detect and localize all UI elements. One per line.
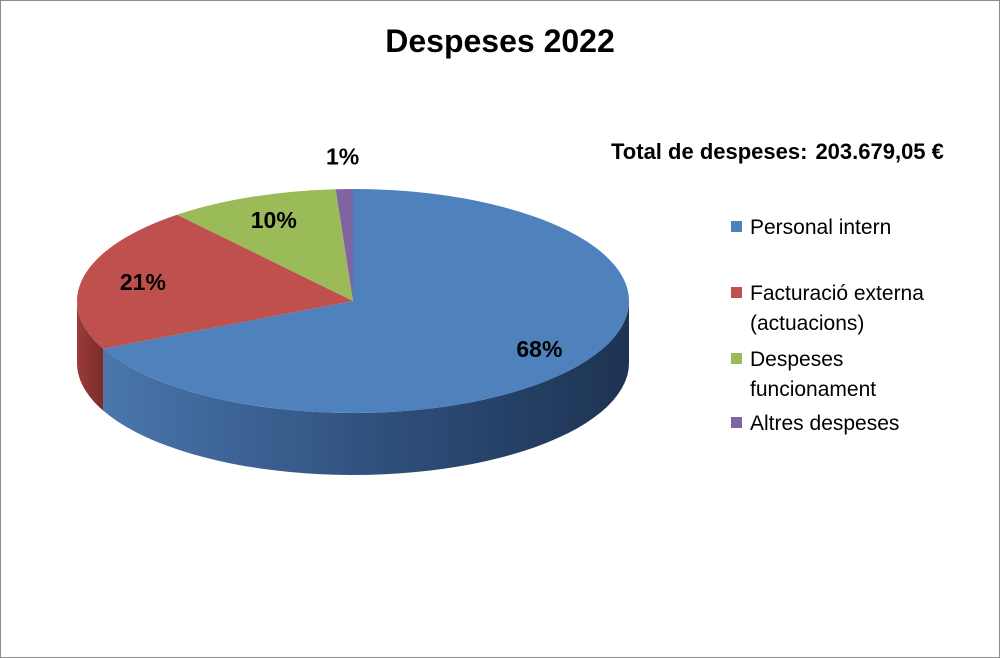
- pie-top-faces: [77, 188, 630, 414]
- legend-label: Altres despeses: [750, 412, 900, 435]
- pie-slice-despeses-funcionament: [177, 189, 353, 301]
- legend-item-despeses-funcionament: Despeses funcionament: [731, 345, 930, 405]
- pie-slice-personal-intern: [103, 189, 630, 414]
- data-label-despeses-funcionament: 10%: [251, 207, 297, 233]
- data-label-altres-despeses: 1%: [326, 144, 359, 170]
- legend-label: Facturació externa (actuacions): [750, 282, 924, 335]
- data-label-personal-intern: 68%: [516, 336, 562, 362]
- total-label: Total de despeses:: [611, 139, 808, 164]
- total-value: 203.679,05 €: [815, 139, 944, 164]
- legend-swatch: [731, 221, 742, 232]
- legend-item-personal-intern: Personal intern: [731, 213, 930, 243]
- chart-title: Despeses 2022: [385, 23, 615, 59]
- pie-slice-altres-despeses: [335, 188, 353, 301]
- total-expenses: Total de despeses: 203.679,05 €: [611, 139, 944, 165]
- legend-item-altres-despeses: Altres despeses: [731, 409, 930, 439]
- legend-item-facturacio-externa: Facturació externa (actuacions): [731, 279, 930, 339]
- legend-label: Personal intern: [750, 216, 892, 239]
- data-label-facturacio-externa-actuacions: 21%: [120, 269, 166, 295]
- legend-swatch: [731, 417, 742, 428]
- legend-swatch: [731, 287, 742, 298]
- pie-side-facturacio-externa-actuacions: [77, 301, 104, 411]
- pie-data-labels: 68% 21% 10% 1%: [120, 144, 563, 362]
- pie-side-personal-intern: [103, 301, 630, 475]
- legend-swatch: [731, 353, 742, 364]
- pie-side-walls: [77, 301, 630, 475]
- pie-slice-facturacio-externa-actuacions: [77, 214, 353, 349]
- legend-label: Despeses funcionament: [750, 348, 877, 401]
